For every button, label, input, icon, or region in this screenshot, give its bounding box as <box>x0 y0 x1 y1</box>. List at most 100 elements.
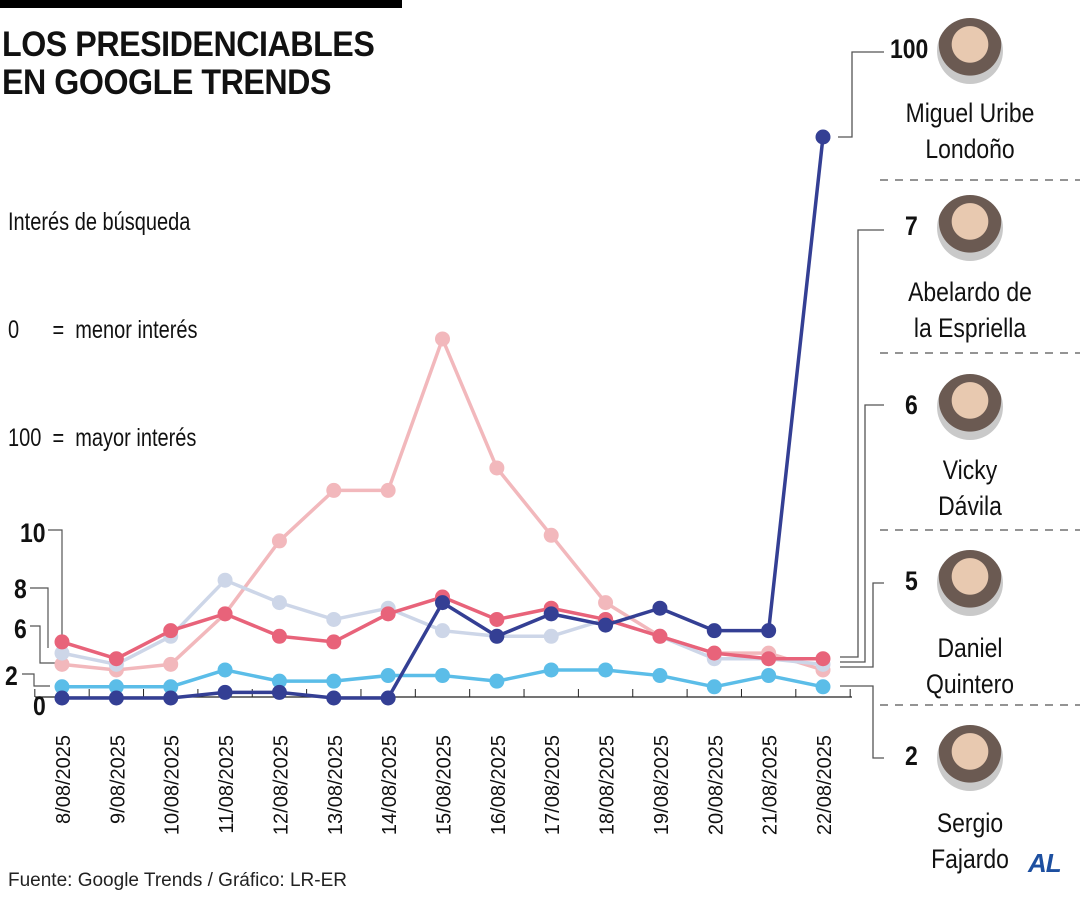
data-point <box>489 628 505 644</box>
data-point <box>54 690 70 706</box>
data-point <box>543 628 559 644</box>
data-point <box>489 673 505 689</box>
data-point <box>326 611 342 627</box>
title-line: LOS PRESIDENCIABLES <box>2 25 375 64</box>
candidate-value: 2 <box>905 741 918 771</box>
x-tick-label: 20/08/2025 <box>705 735 727 835</box>
candidate-name: Sergio Fajardo <box>885 805 1055 877</box>
name-line: Sergio <box>936 808 1004 838</box>
candidate-value: 6 <box>905 390 918 420</box>
leader-line <box>840 685 884 759</box>
data-point <box>652 668 668 684</box>
legend-line: 100 = mayor interés <box>8 424 197 452</box>
data-point <box>706 679 722 695</box>
name-line: Fajardo <box>931 844 1009 874</box>
data-point <box>435 331 450 347</box>
data-point <box>706 623 722 639</box>
logo: AL <box>1028 848 1062 878</box>
data-point <box>217 572 233 588</box>
start-value-label: 2 <box>5 661 18 691</box>
candidate-name: Daniel Quintero <box>885 630 1055 702</box>
leader-line <box>840 582 884 668</box>
data-point <box>435 595 450 611</box>
name-line: la Espriella <box>913 313 1027 343</box>
data-point <box>163 656 179 672</box>
x-tick-label: 12/08/2025 <box>270 735 292 835</box>
x-tick-label: 16/08/2025 <box>488 735 510 835</box>
data-point <box>271 628 287 644</box>
data-point <box>217 684 233 700</box>
data-point <box>652 628 668 644</box>
data-point <box>706 645 722 661</box>
leader-line <box>840 404 884 663</box>
x-tick-label: 14/08/2025 <box>379 735 401 835</box>
data-point <box>271 673 287 689</box>
data-point <box>543 527 559 543</box>
scale-legend: Interés de búsqueda 0 = menor interés 10… <box>8 132 198 492</box>
data-point <box>326 690 342 706</box>
leader-line <box>30 587 49 648</box>
legend-line: Interés de búsqueda <box>8 208 191 236</box>
x-tick-label: 15/08/2025 <box>434 735 456 835</box>
data-point <box>54 645 70 661</box>
name-line: Abelardo de <box>908 277 1032 307</box>
chart-title: LOS PRESIDENCIABLES EN GOOGLE TRENDS <box>2 25 375 102</box>
data-point <box>163 690 179 706</box>
leader-line <box>30 625 58 664</box>
x-tick-label: 8/08/2025 <box>53 735 75 824</box>
data-point <box>489 460 505 476</box>
data-point <box>435 623 450 639</box>
data-point <box>326 634 342 650</box>
data-point <box>543 606 559 622</box>
data-point <box>380 482 396 498</box>
name-line: Vicky <box>942 455 998 485</box>
data-point <box>815 679 831 695</box>
x-tick-label: 10/08/2025 <box>162 735 184 835</box>
candidate-name: Miguel Uribe Londoño <box>885 95 1055 167</box>
data-point <box>271 595 287 611</box>
x-tick-label: 19/08/2025 <box>651 735 673 835</box>
data-point <box>598 662 614 678</box>
candidate-photo <box>937 374 1003 440</box>
data-point <box>108 679 124 695</box>
top-bar <box>0 0 402 8</box>
data-point <box>380 668 396 684</box>
candidate-name: Abelardo de la Espriella <box>885 274 1055 346</box>
candidate-photo <box>937 195 1003 261</box>
start-value-label: 8 <box>14 574 27 604</box>
start-value-label: 0 <box>33 691 46 721</box>
series-line <box>62 136 825 700</box>
data-point <box>163 679 179 695</box>
leader-line <box>840 229 884 658</box>
source-note: Fuente: Google Trends / Gráfico: LR-ER <box>8 870 347 891</box>
x-tick-label: 9/08/2025 <box>107 735 129 824</box>
data-point <box>598 617 614 633</box>
data-point <box>380 606 396 622</box>
data-point <box>326 673 342 689</box>
data-point <box>652 600 668 616</box>
data-point <box>761 651 777 667</box>
data-point <box>217 606 233 622</box>
data-point <box>326 482 342 498</box>
x-tick-label: 11/08/2025 <box>216 735 238 834</box>
x-tick-label: 21/08/2025 <box>760 735 782 835</box>
data-point <box>598 595 614 611</box>
name-line: Daniel <box>937 633 1003 663</box>
start-value-label: 6 <box>14 614 27 644</box>
candidate-photo <box>937 18 1003 84</box>
x-tick-label: 22/08/2025 <box>814 735 836 835</box>
name-line: Londoño <box>925 134 1015 164</box>
name-line: Quintero <box>925 669 1015 699</box>
x-tick-label: 18/08/2025 <box>597 735 619 835</box>
x-tick-label: 13/08/2025 <box>325 735 347 835</box>
leader-line <box>22 673 50 687</box>
title-line: EN GOOGLE TRENDS <box>2 63 331 102</box>
name-line: Miguel Uribe <box>905 98 1035 128</box>
data-point <box>271 533 287 549</box>
series-line <box>61 337 824 672</box>
data-point <box>489 611 505 627</box>
legend-line: 0 = menor interés <box>8 316 198 344</box>
candidate-value: 7 <box>905 211 918 241</box>
data-point <box>54 679 70 695</box>
